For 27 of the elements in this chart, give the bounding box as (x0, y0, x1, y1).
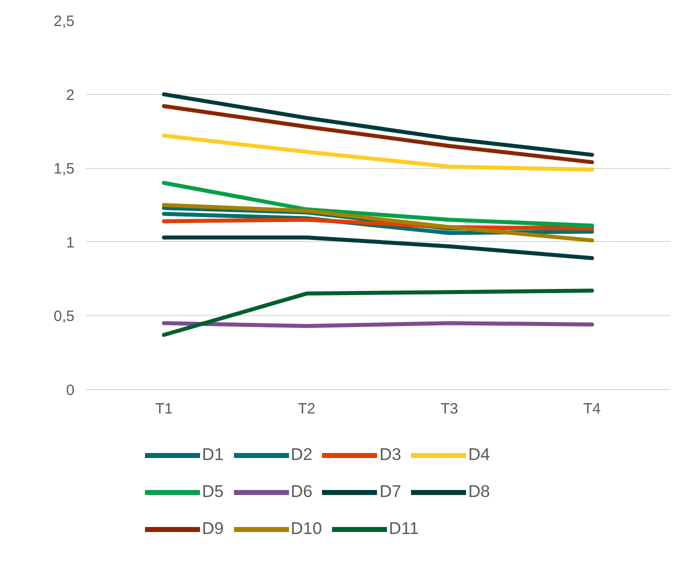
legend-label: D4 (468, 445, 490, 465)
legend-label: D8 (468, 482, 490, 502)
legend-label: D2 (290, 445, 312, 465)
x-tick-label: T1 (155, 400, 173, 418)
x-tick-label: T2 (298, 400, 316, 418)
y-tick-label: 2 (66, 86, 74, 104)
y-tick-label: 0,5 (54, 308, 75, 326)
y-tick-label: 1 (66, 234, 74, 252)
y-tick-label: 0 (66, 382, 74, 399)
line-series (162, 134, 594, 172)
legend-label: D6 (290, 482, 312, 502)
line-series (162, 104, 594, 164)
y-tick-label: 2,5 (54, 13, 75, 30)
y-tick-label: 1,5 (54, 160, 75, 178)
x-tick-label: T4 (583, 400, 601, 418)
legend-label: D9 (202, 519, 224, 539)
legend-label: D10 (290, 519, 322, 539)
line-series (162, 288, 594, 337)
legend-label: D3 (379, 445, 402, 465)
legend-label: D11 (388, 519, 419, 539)
line-series (162, 92, 594, 157)
line-series (162, 180, 594, 228)
legend-label: D1 (202, 445, 224, 465)
legend-label: D5 (202, 482, 224, 502)
x-tick-label: T3 (440, 400, 458, 418)
legend-label: D7 (379, 482, 402, 502)
line-series (162, 203, 594, 242)
